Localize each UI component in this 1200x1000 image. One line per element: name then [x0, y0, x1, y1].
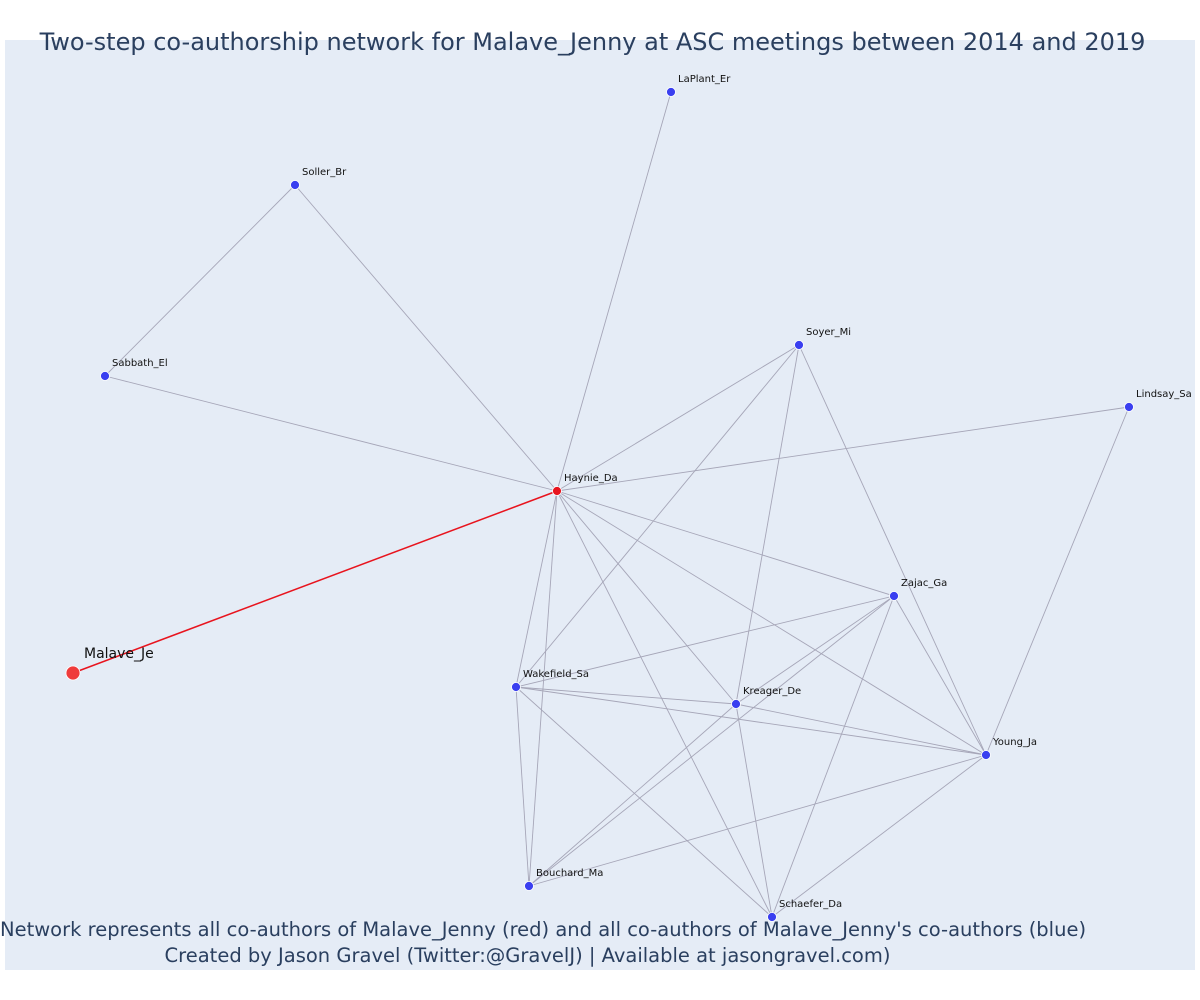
node-label-wakefield_sa: Wakefield_Sa — [523, 669, 589, 680]
node-soyer_mi[interactable] — [794, 340, 804, 350]
node-haynie_da[interactable] — [552, 486, 562, 496]
node-label-kreager_de: Kreager_De — [743, 686, 801, 697]
node-soller_br[interactable] — [290, 180, 300, 190]
node-label-lindsay_sa: Lindsay_Sa — [1136, 389, 1192, 400]
node-lindsay_sa[interactable] — [1124, 402, 1134, 412]
edge-haynie_da-young_ja — [556, 490, 987, 756]
edge-wakefield_sa-young_ja — [515, 686, 987, 756]
node-young_ja[interactable] — [981, 750, 991, 760]
edge-kreager_de-schaefer_da — [735, 703, 773, 918]
edge-haynie_da-bouchard_ma — [528, 490, 558, 887]
edge-young_ja-bouchard_ma — [528, 754, 987, 887]
edge-soyer_mi-kreager_de — [735, 344, 800, 705]
edge-wakefield_sa-bouchard_ma — [515, 686, 530, 887]
edge-haynie_da-kreager_de — [556, 490, 737, 705]
edge-zajac_ga-kreager_de — [735, 595, 895, 705]
edge-soller_br-sabbath_el — [104, 184, 296, 377]
node-label-haynie_da: Haynie_Da — [564, 473, 618, 484]
edge-soyer_mi-wakefield_sa — [515, 344, 800, 688]
node-label-laplant_er: LaPlant_Er — [678, 74, 731, 85]
edges-layer — [72, 91, 1130, 918]
edge-wakefield_sa-kreager_de — [515, 686, 737, 705]
node-zajac_ga[interactable] — [889, 591, 899, 601]
node-schaefer_da[interactable] — [767, 912, 777, 922]
edge-kreager_de-bouchard_ma — [528, 703, 737, 887]
node-label-malave_je: Malave_Je — [84, 646, 154, 662]
node-bouchard_ma[interactable] — [524, 881, 534, 891]
node-label-soyer_mi: Soyer_Mi — [806, 327, 851, 338]
edge-haynie_da-zajac_ga — [556, 490, 895, 597]
edge-haynie_da-laplant_er — [556, 91, 672, 492]
node-kreager_de[interactable] — [731, 699, 741, 709]
edge-zajac_ga-wakefield_sa — [515, 595, 895, 688]
edge-haynie_da-soller_br — [294, 184, 558, 492]
edge-haynie_da-wakefield_sa — [515, 490, 558, 688]
edge-zajac_ga-bouchard_ma — [528, 595, 895, 887]
nodes-layer — [65, 87, 1134, 922]
node-laplant_er[interactable] — [666, 87, 676, 97]
node-malave_je[interactable] — [65, 665, 81, 681]
caption-line-1: Network represents all co-authors of Mal… — [0, 918, 1087, 941]
edge-soyer_mi-young_ja — [798, 344, 987, 756]
node-label-soller_br: Soller_Br — [302, 167, 347, 178]
edge-haynie_da-lindsay_sa — [556, 406, 1130, 492]
labels-layer: Malave_Je Haynie_Da LaPlant_Er Soller_Br Sab… — [84, 74, 1192, 910]
caption-line-2: Created by Jason Gravel (Twitter:@Gravel… — [164, 944, 891, 967]
plot-area — [5, 40, 1195, 970]
node-wakefield_sa[interactable] — [511, 682, 521, 692]
chart-title: Two-step co-authorship network for Malav… — [39, 28, 1146, 56]
node-label-sabbath_el: Sabbath_El — [112, 358, 168, 369]
edge-wakefield_sa-schaefer_da — [515, 686, 773, 918]
edge-haynie_da-sabbath_el — [104, 375, 558, 492]
node-sabbath_el[interactable] — [100, 371, 110, 381]
node-label-young_ja: Young_Ja — [992, 737, 1037, 748]
edge-haynie_da-soyer_mi — [556, 344, 800, 492]
node-label-zajac_ga: Zajac_Ga — [901, 578, 947, 589]
edge-young_ja-schaefer_da — [771, 754, 987, 918]
node-label-bouchard_ma: Bouchard_Ma — [536, 868, 603, 879]
node-label-schaefer_da: Schaefer_Da — [779, 899, 842, 910]
edge-zajac_ga-young_ja — [893, 595, 987, 756]
edge-haynie_da-schaefer_da — [556, 490, 773, 918]
edge-kreager_de-young_ja — [735, 703, 987, 756]
edge-lindsay_sa-young_ja — [985, 406, 1130, 756]
edge-zajac_ga-schaefer_da — [771, 595, 895, 918]
edge-malave_je-haynie_da — [72, 490, 558, 674]
